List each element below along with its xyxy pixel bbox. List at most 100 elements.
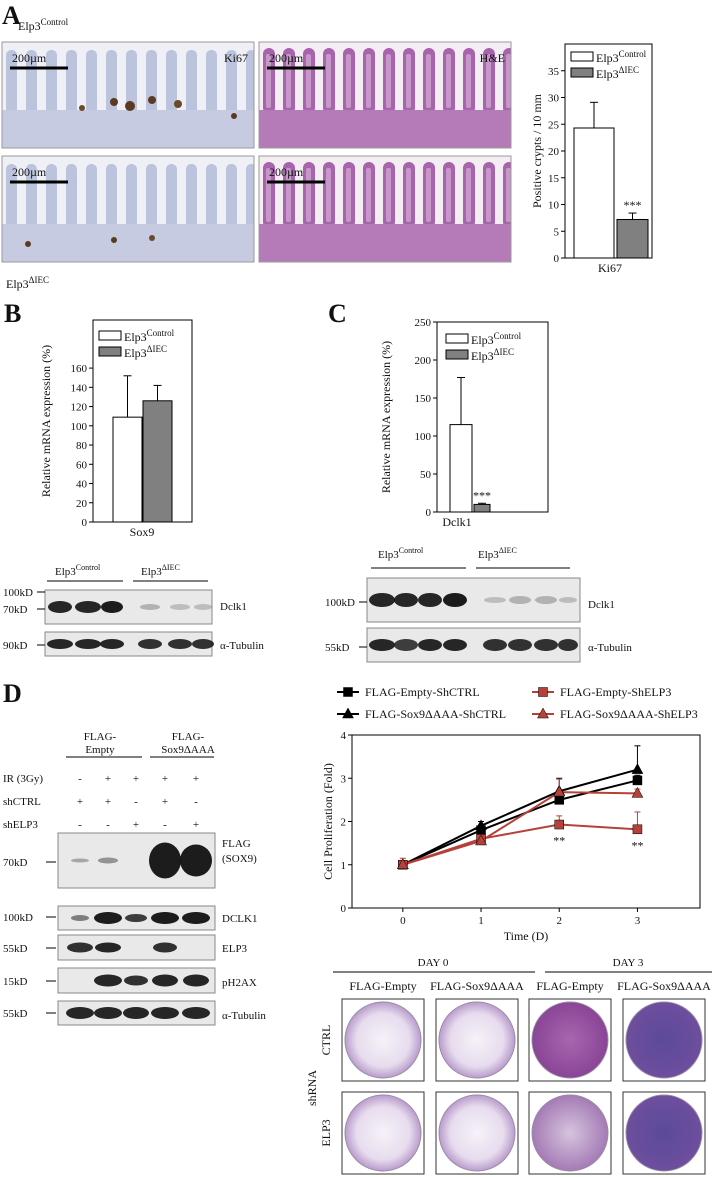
label-base: Elp3	[18, 19, 41, 33]
marker	[538, 687, 548, 697]
marker	[632, 824, 643, 835]
blot-target: α-Tubulin	[220, 640, 264, 652]
well-row-title: shRNA	[305, 1070, 319, 1106]
blot-band	[98, 857, 118, 864]
condition-sign: +	[193, 773, 199, 785]
x-axis-label: Time (D)	[504, 929, 549, 943]
blot	[44, 589, 213, 625]
legend-swatch	[570, 67, 594, 78]
bar	[142, 400, 173, 523]
condition-sign: -	[163, 819, 167, 831]
blot-band	[151, 1007, 179, 1019]
legend-swatch	[445, 349, 469, 360]
label-base: Elp3	[124, 330, 147, 344]
blot-band	[94, 974, 122, 987]
y-tick-label: 0	[82, 517, 88, 529]
y-tick-label: 150	[415, 393, 432, 405]
condition-label: shCTRL	[3, 796, 41, 808]
label-base: Elp3	[55, 566, 76, 578]
marker	[342, 707, 354, 719]
y-tick-label: 50	[420, 469, 432, 481]
blot-band	[66, 1007, 94, 1019]
blot-marker: 70kD	[3, 604, 28, 616]
blot-band	[418, 593, 442, 607]
well	[438, 1001, 516, 1079]
condition-sign: -	[134, 796, 138, 808]
label-base: Elp3	[471, 333, 494, 347]
marker	[631, 763, 644, 774]
y-tick-label: 40	[76, 479, 88, 491]
blot-group: FLAG-	[84, 731, 117, 743]
significance: **	[631, 838, 643, 852]
legend-label: FLAG-Empty-ShCTRL	[365, 685, 480, 699]
blot-band	[418, 639, 442, 651]
legend-swatch	[445, 333, 469, 344]
y-tick-label: 30	[548, 93, 560, 105]
blot-band	[535, 596, 557, 604]
label-base: Elp3	[378, 549, 399, 561]
y-tick-label: 140	[71, 382, 88, 394]
condition-sign: -	[78, 819, 82, 831]
stain-label: H&E	[480, 51, 505, 65]
blot-target: Dclk1	[220, 601, 247, 613]
panel-label: A	[2, 1, 21, 30]
x-tick-label: 0	[400, 915, 406, 927]
blot-band	[75, 639, 101, 649]
blot-band	[194, 604, 212, 610]
label-sup: ΔIEC	[494, 347, 514, 357]
y-tick-label: 20	[548, 146, 560, 158]
blot-target: α-Tubulin	[588, 642, 632, 654]
scale-bar-label: 200µm	[12, 165, 47, 179]
blot-band	[443, 639, 467, 651]
condition-sign: -	[194, 796, 198, 808]
blot-band	[182, 912, 210, 924]
blot-marker: 90kD	[3, 640, 28, 652]
blot-band	[180, 844, 212, 877]
y-tick-label: 3	[341, 773, 347, 785]
well	[438, 1094, 516, 1172]
x-tick-label: Dclk1	[442, 515, 471, 529]
well-column: FLAG-Empty	[349, 979, 416, 993]
day-label: DAY 0	[418, 957, 449, 969]
stain-label: Ki67	[224, 51, 248, 65]
y-tick-label: 25	[548, 119, 560, 131]
x-tick-label: Sox9	[130, 525, 155, 539]
condition-sign: +	[105, 796, 111, 808]
label-sup: Control	[147, 328, 175, 338]
marker	[343, 687, 353, 697]
label-base: Elp3	[141, 566, 162, 578]
legend-label: Elp3ΔIEC	[471, 347, 514, 363]
y-tick-label: 20	[76, 498, 88, 510]
label-base: Elp3	[596, 51, 619, 65]
condition-sign: +	[193, 819, 199, 831]
legend-swatch	[98, 346, 122, 357]
blot-band	[151, 912, 179, 924]
y-tick-label: 100	[415, 431, 432, 443]
blot-marker: 70kD	[3, 857, 28, 869]
condition-sign: +	[105, 773, 111, 785]
blot-marker: 15kD	[3, 976, 28, 988]
y-tick-label: 35	[548, 66, 560, 78]
blot-group: Elp3Control	[378, 546, 424, 561]
y-tick-label: 1	[341, 860, 347, 872]
label-sup: Control	[399, 546, 424, 555]
y-tick-label: 100	[71, 421, 88, 433]
micrographs	[1, 41, 512, 263]
blot-band	[71, 915, 89, 921]
scale-bar-label: 200µm	[12, 51, 47, 65]
plot-frame	[436, 321, 549, 513]
well	[344, 1094, 422, 1172]
y-axis-label: Relative mRNA expression (%)	[379, 341, 393, 493]
blot-group: FLAG-	[172, 731, 205, 743]
blot-band	[168, 639, 192, 649]
legend-label: Elp3ΔIEC	[596, 65, 639, 81]
blot-target: DCLK1	[222, 913, 257, 925]
panel-label: C	[328, 299, 347, 328]
blot-marker: 55kD	[325, 642, 350, 654]
day-label: DAY 3	[613, 957, 644, 969]
blot-band	[95, 942, 121, 953]
y-tick-label: 4	[341, 730, 347, 742]
marker	[396, 858, 409, 869]
label-sup: Control	[494, 331, 522, 341]
label-base: Elp3	[478, 549, 499, 561]
